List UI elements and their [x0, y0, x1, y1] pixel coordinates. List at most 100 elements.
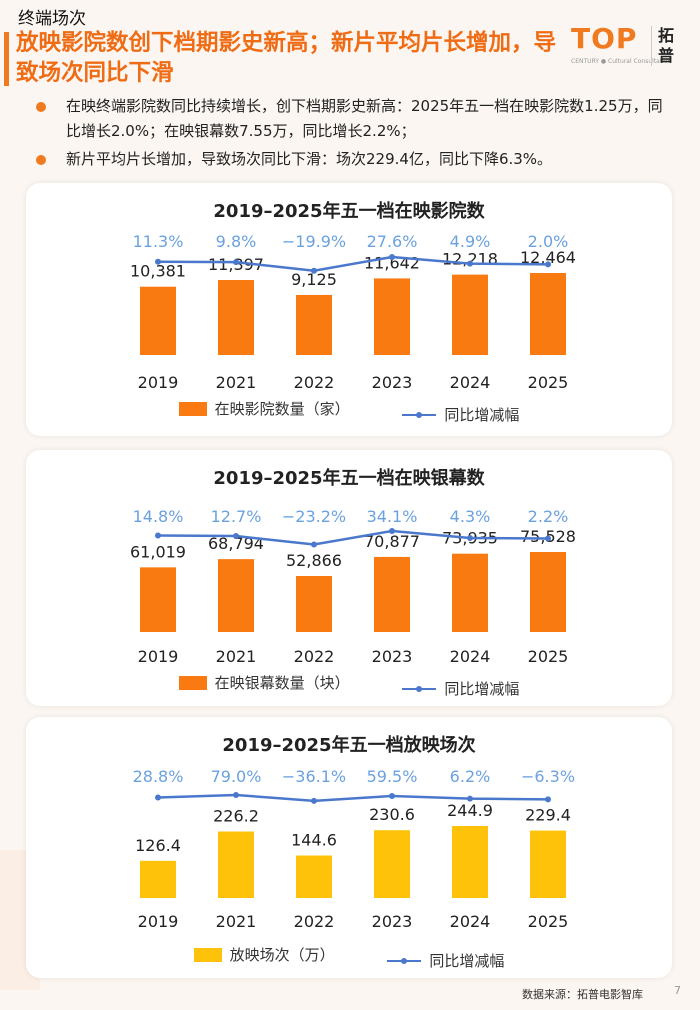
legend-line-label: 同比增减幅 — [444, 680, 520, 698]
summary-bullets: 在映终端影院数同比持续增长，创下档期影史新高：2025年五一档在映影院数1.25… — [36, 94, 676, 175]
bar-2019 — [140, 286, 176, 355]
yoy-label: −19.9% — [282, 232, 346, 251]
bar-2024 — [452, 826, 488, 898]
bar-value-label: 68,794 — [208, 534, 264, 553]
bar-value-label: 144.6 — [291, 830, 337, 849]
cinemas-chart-card: 2019–2025年五一档在映影院数 10,381201911,39720219… — [26, 183, 672, 436]
legend-line-icon — [402, 685, 437, 692]
x-tick-label: 2019 — [138, 647, 179, 666]
legend-line: 同比增减幅 — [402, 678, 519, 699]
page-number: 7 — [674, 984, 681, 997]
yoy-point-2025 — [545, 535, 551, 542]
yoy-label: 6.2% — [450, 767, 491, 786]
yoy-label: −36.1% — [282, 767, 346, 786]
yoy-label: 79.0% — [211, 767, 262, 786]
yoy-point-2024 — [467, 260, 473, 267]
yoy-line — [157, 793, 549, 803]
bar-value-label: 52,866 — [286, 551, 342, 570]
yoy-point-2019 — [155, 258, 161, 265]
chart-legend: 在映银幕数量（块） 同比增减幅 — [26, 672, 672, 699]
bar-2024 — [452, 274, 488, 355]
x-tick-label: 2023 — [372, 647, 413, 666]
yoy-point-2023 — [389, 528, 395, 534]
bar-2022 — [296, 576, 332, 632]
x-tick-label: 2024 — [450, 373, 491, 392]
bar-value-label: 126.4 — [135, 836, 181, 855]
x-tick-label: 2023 — [372, 373, 413, 392]
x-tick-label: 2022 — [294, 912, 335, 931]
yoy-label: 59.5% — [367, 767, 418, 786]
screenings-chart-card: 2019–2025年五一档放映场次 126.4 2019 226.2 2021 144.… — [26, 717, 672, 978]
bar-value-label: 70,877 — [364, 532, 420, 551]
bar-2023 — [374, 278, 410, 355]
yoy-point-2019 — [155, 532, 161, 539]
legend-bars-label: 在映银幕数量（块） — [214, 674, 350, 692]
yoy-label: 27.6% — [367, 232, 418, 251]
bar-2025 — [530, 273, 566, 355]
legend-bars-label: 放映场次（万） — [229, 946, 335, 964]
x-tick-label: 2022 — [294, 373, 335, 392]
bar-value-label: 229.4 — [525, 806, 571, 825]
yoy-label: 11.3% — [133, 232, 184, 251]
chart-title: 2019–2025年五一档放映场次 — [222, 735, 476, 756]
x-tick-label: 2021 — [216, 373, 257, 392]
yoy-point-2022 — [311, 541, 317, 548]
x-tick-label: 2022 — [294, 647, 335, 666]
yoy-label: 4.9% — [450, 232, 491, 251]
yoy-point-2021 — [233, 792, 239, 798]
bar-2025 — [530, 830, 566, 898]
bar-value-label: 226.2 — [213, 806, 259, 825]
x-tick-label: 2025 — [528, 647, 569, 666]
chart-legend: 放映场次（万） 同比增减幅 — [26, 944, 672, 971]
screens-chart: 61,019 2019 68,794 2021 52,866 2022 70,877 2023… — [130, 507, 576, 666]
bar-value-label: 244.9 — [447, 801, 493, 820]
legend-line-label: 同比增减幅 — [444, 406, 520, 424]
x-tick-label: 2019 — [138, 373, 179, 392]
logo-chinese-name: 拓普 — [658, 26, 675, 65]
legend-bar-swatch — [178, 401, 207, 416]
legend-line-icon — [402, 411, 437, 418]
yoy-label: −6.3% — [521, 767, 575, 786]
logo-wordmark: TOP — [571, 22, 638, 55]
x-tick-label: 2024 — [450, 912, 491, 931]
legend-bars: 在映银幕数量（块） — [178, 672, 350, 693]
x-tick-label: 2019 — [138, 912, 179, 931]
cinemas-chart: 10,381201911,39720219,125202211,64220231… — [130, 232, 576, 392]
yoy-line — [157, 255, 549, 273]
bar-value-label: 230.6 — [369, 805, 415, 824]
chart-title: 2019–2025年五一档在映银幕数 — [213, 468, 485, 489]
bar-2019 — [140, 567, 176, 632]
yoy-point-2025 — [545, 796, 551, 803]
bar-2023 — [374, 830, 410, 898]
yoy-point-2021 — [233, 533, 239, 540]
yoy-label: 14.8% — [133, 507, 184, 526]
x-tick-label: 2021 — [216, 647, 257, 666]
bar-2021 — [218, 280, 254, 355]
yoy-label: −23.2% — [282, 507, 346, 526]
yoy-label: 9.8% — [216, 232, 257, 251]
x-tick-label: 2025 — [528, 373, 569, 392]
legend-bars-label: 在映影院数量（家） — [214, 400, 350, 418]
yoy-label: 12.7% — [211, 507, 262, 526]
legend-line: 同比增减幅 — [402, 404, 519, 425]
bar-2021 — [218, 559, 254, 632]
yoy-point-2021 — [233, 259, 239, 266]
bar-2021 — [218, 831, 254, 898]
legend-bars: 放映场次（万） — [193, 944, 335, 965]
bullet-item: 在映终端影院数同比持续增长，创下档期影史新高：2025年五一档在映影院数1.25… — [36, 94, 676, 144]
yoy-point-2022 — [311, 267, 317, 274]
chart-title: 2019–2025年五一档在映影院数 — [213, 201, 485, 222]
yoy-point-2024 — [467, 795, 473, 802]
yoy-label: 2.0% — [528, 232, 569, 251]
yoy-point-2024 — [467, 534, 473, 541]
yoy-label: 28.8% — [133, 767, 184, 786]
x-tick-label: 2023 — [372, 912, 413, 931]
section-label: 终端场次 — [18, 9, 86, 29]
screens-chart-card: 2019–2025年五一档在映银幕数 61,019 2019 68,794 2021 5… — [26, 450, 672, 706]
bar-value-label: 9,125 — [291, 270, 337, 289]
yoy-point-2023 — [389, 254, 395, 260]
yoy-label: 34.1% — [367, 507, 418, 526]
chart-legend: 在映影院数量（家） 同比增减幅 — [26, 398, 672, 425]
yoy-line — [157, 529, 549, 546]
data-source: 数据来源：拓普电影智库 — [522, 988, 643, 1001]
